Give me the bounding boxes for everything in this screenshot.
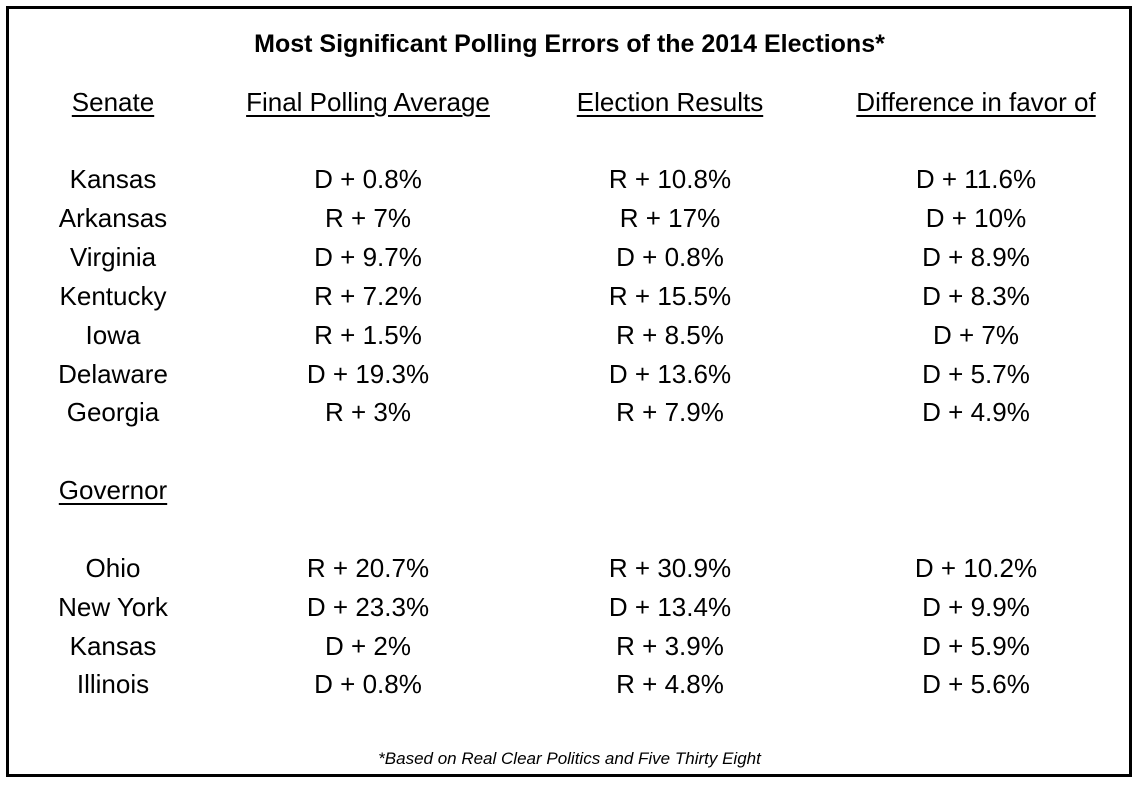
senate-row-5-col-3: D + 5.7% bbox=[922, 359, 1030, 389]
chart-title: Most Significant Polling Errors of the 2… bbox=[254, 30, 885, 58]
governor-row-3-col-0: Illinois bbox=[76, 669, 150, 699]
senate-row-2-col-0: Virginia bbox=[69, 242, 157, 272]
senate-row-2-col-1: D + 9.7% bbox=[314, 242, 422, 272]
governor-row-1-col-1: D + 23.3% bbox=[306, 592, 430, 622]
governor-row-1-col-0: New York bbox=[58, 592, 168, 622]
senate-row-0-col-1: D + 0.8% bbox=[314, 164, 422, 194]
governor-row-3-col-2: R + 4.8% bbox=[616, 669, 724, 699]
governor-row-0-col-3: D + 10.2% bbox=[914, 553, 1038, 583]
governor-row-1-col-3: D + 9.9% bbox=[922, 592, 1030, 622]
senate-row-5-col-0: Delaware bbox=[58, 359, 168, 389]
senate-row-3-col-2: R + 15.5% bbox=[608, 281, 732, 311]
senate-row-1-col-0: Arkansas bbox=[58, 203, 168, 233]
governor-row-2-col-2: R + 3.9% bbox=[616, 631, 724, 661]
senate-row-2-col-2: D + 0.8% bbox=[616, 242, 724, 272]
column-header-0: Senate bbox=[71, 87, 155, 117]
senate-row-4-col-3: D + 7% bbox=[933, 320, 1019, 350]
column-header-1: Final Polling Average bbox=[246, 87, 490, 117]
senate-row-6-col-0: Georgia bbox=[66, 397, 160, 427]
senate-row-0-col-2: R + 10.8% bbox=[608, 164, 732, 194]
senate-row-3-col-0: Kentucky bbox=[59, 281, 167, 311]
senate-row-6-col-3: D + 4.9% bbox=[922, 397, 1030, 427]
governor-row-3-col-1: D + 0.8% bbox=[314, 669, 422, 699]
senate-row-4-col-2: R + 8.5% bbox=[616, 320, 724, 350]
section-header-governor: Governor bbox=[58, 475, 168, 505]
governor-row-2-col-0: Kansas bbox=[69, 631, 157, 661]
governor-row-0-col-2: R + 30.9% bbox=[608, 553, 732, 583]
senate-row-5-col-2: D + 13.6% bbox=[608, 359, 732, 389]
column-header-3: Difference in favor of bbox=[856, 87, 1096, 117]
senate-row-5-col-1: D + 19.3% bbox=[306, 359, 430, 389]
governor-row-0-col-0: Ohio bbox=[85, 553, 141, 583]
senate-row-1-col-3: D + 10% bbox=[925, 203, 1027, 233]
table-frame bbox=[6, 6, 1132, 777]
senate-row-6-col-1: R + 3% bbox=[325, 397, 411, 427]
footnote: *Based on Real Clear Politics and Five T… bbox=[378, 749, 761, 768]
senate-row-3-col-3: D + 8.3% bbox=[922, 281, 1030, 311]
senate-row-4-col-0: Iowa bbox=[85, 320, 141, 350]
governor-row-2-col-1: D + 2% bbox=[325, 631, 411, 661]
senate-row-2-col-3: D + 8.9% bbox=[922, 242, 1030, 272]
governor-row-3-col-3: D + 5.6% bbox=[922, 669, 1030, 699]
senate-row-0-col-3: D + 11.6% bbox=[915, 164, 1037, 194]
governor-row-2-col-3: D + 5.9% bbox=[922, 631, 1030, 661]
governor-row-1-col-2: D + 13.4% bbox=[608, 592, 732, 622]
senate-row-4-col-1: R + 1.5% bbox=[314, 320, 422, 350]
senate-row-3-col-1: R + 7.2% bbox=[314, 281, 422, 311]
senate-row-6-col-2: R + 7.9% bbox=[616, 397, 724, 427]
governor-row-0-col-1: R + 20.7% bbox=[306, 553, 430, 583]
senate-row-1-col-2: R + 17% bbox=[619, 203, 721, 233]
senate-row-0-col-0: Kansas bbox=[69, 164, 157, 194]
senate-row-1-col-1: R + 7% bbox=[325, 203, 411, 233]
column-header-2: Election Results bbox=[576, 87, 764, 117]
